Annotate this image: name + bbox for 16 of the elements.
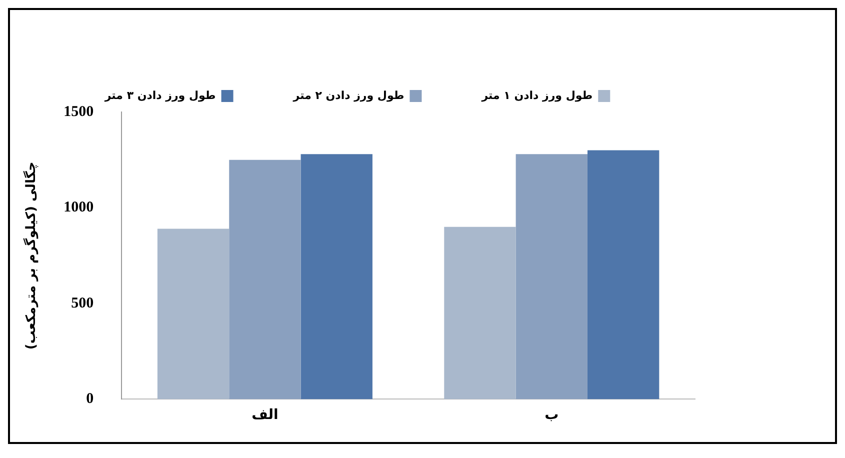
y-tick-label: 1500 bbox=[64, 104, 94, 120]
bar bbox=[300, 154, 372, 400]
bar bbox=[157, 228, 230, 400]
x-tick-label: ب bbox=[544, 407, 559, 424]
y-axis-title: چگالی (کیلوگرم بر مترمکعب) bbox=[23, 162, 40, 350]
x-tick-label: الف bbox=[252, 407, 278, 424]
bar bbox=[516, 154, 588, 400]
y-tick-label: 500 bbox=[71, 295, 94, 312]
bar bbox=[229, 160, 301, 400]
y-tick-label: 1000 bbox=[64, 200, 94, 216]
bar bbox=[444, 226, 516, 400]
legend-label: طول ورز دادن ۱ متر bbox=[480, 88, 593, 102]
bar bbox=[587, 150, 660, 400]
y-tick-label: 0 bbox=[86, 391, 94, 408]
legend-label: طول ورز دادن ۲ متر bbox=[292, 88, 404, 102]
legend-label: طول ورز دادن ۳ متر bbox=[104, 88, 216, 102]
